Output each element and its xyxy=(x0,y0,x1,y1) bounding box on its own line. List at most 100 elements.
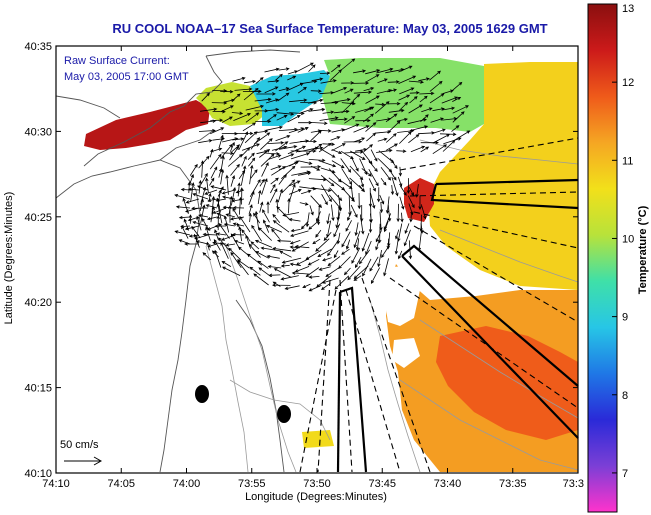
current-vector xyxy=(397,250,403,260)
current-vector xyxy=(420,204,427,220)
current-vector xyxy=(368,178,376,192)
current-vector xyxy=(365,122,377,132)
current-vector xyxy=(398,75,417,84)
current-vector xyxy=(214,224,227,228)
current-vector xyxy=(353,125,370,133)
current-vector xyxy=(409,96,418,104)
current-vector xyxy=(308,219,320,230)
current-vector xyxy=(341,248,350,255)
current-vector xyxy=(350,184,355,201)
current-vector xyxy=(340,158,352,173)
current-vector xyxy=(338,256,351,270)
current-vector xyxy=(364,106,375,112)
current-vector xyxy=(261,162,269,177)
current-vector xyxy=(230,251,242,269)
current-vector xyxy=(320,148,336,158)
current-vector xyxy=(216,215,220,231)
current-vector xyxy=(389,158,398,170)
x-tick-label: 74:05 xyxy=(107,478,135,490)
current-vector xyxy=(265,125,283,131)
current-vector xyxy=(268,273,281,277)
current-vector xyxy=(381,246,389,258)
current-vector xyxy=(254,239,273,248)
current-vector xyxy=(361,168,372,177)
radar-sector-outlines xyxy=(336,178,579,473)
current-vector xyxy=(275,141,289,152)
current-vector xyxy=(396,149,407,153)
current-vector xyxy=(321,194,328,206)
current-vector xyxy=(267,265,282,269)
colorbar-tick-label: 13 xyxy=(622,3,634,15)
current-vector xyxy=(308,158,326,163)
current-vector xyxy=(205,204,218,209)
current-vector xyxy=(250,169,258,179)
current-vector xyxy=(340,58,356,71)
current-vector xyxy=(396,203,400,223)
current-vector xyxy=(220,105,234,112)
current-vector xyxy=(228,247,241,261)
current-vector xyxy=(353,90,372,94)
current-vector xyxy=(184,242,199,246)
current-vector xyxy=(201,92,211,102)
current-vector xyxy=(259,178,265,187)
current-vector xyxy=(315,229,322,238)
station-marker xyxy=(277,405,291,423)
current-vector xyxy=(248,204,253,215)
current-vector xyxy=(235,189,245,194)
current-vector xyxy=(231,232,245,237)
current-vector xyxy=(319,116,339,121)
current-vector xyxy=(429,93,445,104)
current-vector xyxy=(310,121,328,125)
current-vector xyxy=(329,187,343,202)
current-vector xyxy=(178,215,191,220)
current-vector xyxy=(398,166,403,177)
current-vector xyxy=(264,152,280,156)
current-vector xyxy=(297,127,309,133)
colorbar-tick-label: 9 xyxy=(622,312,628,324)
current-vector xyxy=(370,192,376,209)
current-vector xyxy=(385,196,390,214)
current-vector xyxy=(387,80,400,84)
current-vector xyxy=(315,238,330,252)
current-vector xyxy=(399,87,415,95)
current-vector xyxy=(267,141,285,145)
current-vector xyxy=(241,155,247,167)
current-vector xyxy=(174,230,191,236)
current-vector xyxy=(419,95,428,103)
current-vector xyxy=(327,240,339,257)
current-vector xyxy=(243,79,257,84)
current-vector xyxy=(322,110,335,114)
current-vector xyxy=(310,89,322,93)
current-vector xyxy=(383,220,389,233)
scale-label: 50 cm/s xyxy=(60,439,99,451)
current-vector xyxy=(357,192,361,210)
current-vector xyxy=(288,188,302,195)
current-vector xyxy=(191,206,209,211)
current-vector xyxy=(212,207,227,214)
radar-sector-lines xyxy=(299,137,579,473)
current-vector xyxy=(234,87,253,91)
current-vector xyxy=(270,177,279,185)
current-vector xyxy=(260,246,281,252)
current-vector xyxy=(265,98,279,104)
current-vector xyxy=(210,118,224,122)
current-vector xyxy=(374,130,392,134)
current-vector xyxy=(341,81,355,85)
current-vector xyxy=(257,260,269,269)
current-vector xyxy=(230,175,236,187)
current-vector xyxy=(290,230,309,237)
current-vector xyxy=(225,243,236,247)
current-vector xyxy=(294,266,310,273)
current-vector xyxy=(258,227,272,241)
current-vector xyxy=(385,113,398,123)
current-vector xyxy=(300,220,309,230)
colorbar-tick-label: 7 xyxy=(622,468,628,480)
current-vector xyxy=(289,180,301,187)
current-vector xyxy=(280,275,299,281)
current-vector xyxy=(207,243,218,248)
current-vector xyxy=(386,143,398,151)
current-vector xyxy=(368,169,379,187)
x-tick-label: 74:00 xyxy=(173,478,201,490)
current-vector xyxy=(221,260,232,267)
